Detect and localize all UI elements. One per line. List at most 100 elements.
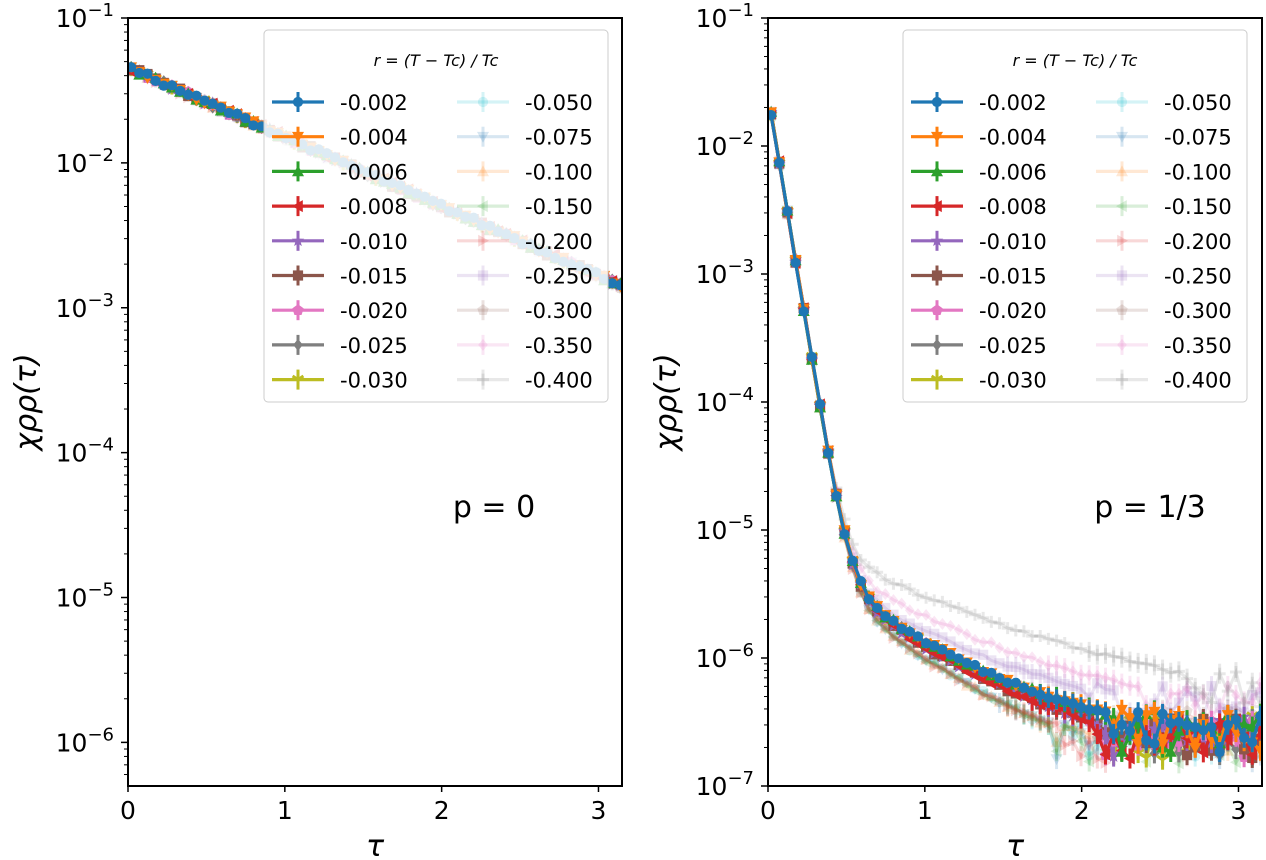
point--0.250-26	[978, 649, 989, 660]
point--0.250-16	[896, 615, 907, 626]
point--0.200-15	[888, 631, 900, 644]
point--0.002-12	[863, 594, 875, 605]
legend-entry--0.008: -0.008	[272, 195, 408, 219]
y-tick-label: 10−3	[56, 290, 114, 323]
point--0.150-20	[928, 656, 940, 669]
legend-marker--0.100	[1116, 165, 1128, 177]
legend-entry--0.250: -0.250	[1096, 265, 1232, 289]
point--0.350-31	[1019, 650, 1029, 663]
point--0.002-13	[872, 602, 883, 614]
point--0.200-37	[1068, 734, 1079, 747]
point--0.350-19	[921, 609, 931, 622]
point--0.150-29	[1001, 697, 1013, 710]
point--0.002-16	[896, 623, 907, 634]
point--0.002-32	[1026, 686, 1038, 697]
point--0.400-36	[1058, 636, 1071, 649]
point--0.350-57	[1231, 689, 1241, 702]
legend-label: -0.025	[340, 334, 408, 358]
point--0.250-32	[1026, 668, 1038, 680]
legend-entry--0.010: -0.010	[911, 230, 1047, 254]
point--0.200-40	[1092, 752, 1104, 765]
point--0.150-13	[871, 614, 882, 627]
point--0.050-32	[1026, 714, 1038, 725]
point--0.002-54	[1206, 721, 1217, 733]
point--0.350-32	[1027, 651, 1037, 664]
point--0.008-53	[1197, 746, 1209, 759]
point--0.350-38	[1076, 668, 1086, 681]
point--0.002-5	[166, 80, 178, 91]
point--0.002-22	[945, 649, 956, 660]
legend-title-left: r = (T − Tc) / Tc	[374, 51, 499, 70]
point--0.400-56	[1221, 685, 1234, 698]
legend-label: -0.030	[340, 369, 408, 393]
point--0.150-30	[1009, 701, 1021, 714]
point--0.002-45	[1133, 707, 1144, 718]
point--0.002-11	[855, 575, 866, 587]
series-line--0.350	[769, 115, 1262, 722]
point--0.008-59	[1246, 748, 1258, 761]
point--0.008-55	[1213, 717, 1225, 730]
point--0.050-33	[1035, 715, 1046, 726]
y-tick-label: 10−1	[56, 0, 114, 33]
panel-left: 0 1 2 3 10−1 10−2 10−3 10−4 10−5 10−6 τ χρρ(τ) p…	[9, 0, 623, 860]
point--0.002-53	[1198, 724, 1209, 736]
x-tick-label: 0	[760, 796, 776, 825]
point--0.002-42	[1108, 728, 1119, 739]
point--0.150-38	[1075, 735, 1086, 748]
point--0.250-48	[1157, 681, 1168, 692]
point--0.050-21	[937, 663, 948, 674]
point--0.150-57	[1229, 756, 1241, 769]
point--0.200-26	[978, 689, 990, 702]
point--0.002-10	[847, 555, 858, 566]
legend-entry--0.400: -0.400	[457, 369, 593, 393]
legend-marker--0.150	[477, 200, 488, 213]
point--0.250-50	[1173, 697, 1184, 708]
point--0.002-15	[888, 615, 899, 626]
point--0.050-24	[961, 677, 972, 689]
point--0.150-27	[985, 693, 997, 706]
point--0.075-27	[985, 692, 998, 704]
point--0.250-54	[1206, 680, 1217, 692]
point--0.250-41	[1100, 684, 1111, 695]
point--0.100-23	[952, 672, 965, 683]
point--0.350-28	[994, 641, 1005, 654]
point--0.200-33	[1035, 713, 1047, 726]
point--0.002-7	[823, 447, 834, 458]
legend-label: -0.004	[979, 126, 1047, 150]
point--0.150-31	[1017, 708, 1029, 721]
point--0.050-20	[929, 658, 940, 669]
legend-label: -0.020	[979, 299, 1047, 323]
legend-entry--0.020: -0.020	[911, 299, 1047, 323]
point--0.050-18	[912, 650, 924, 661]
point--0.025-50	[1174, 746, 1184, 759]
point--0.350-42	[1108, 673, 1119, 686]
legend-entry--0.300: -0.300	[457, 299, 593, 323]
point--0.008-31	[1017, 690, 1029, 703]
point--0.400-41	[1099, 647, 1112, 660]
point--0.250-31	[1018, 664, 1030, 675]
point--0.050-27	[986, 691, 997, 702]
legend-entry--0.075: -0.075	[1096, 126, 1232, 150]
point--0.250-21	[937, 632, 948, 643]
point--0.002-20	[929, 640, 940, 651]
point--0.008-49	[1164, 729, 1176, 742]
point--0.075-18	[911, 650, 924, 662]
legend-label: -0.006	[979, 160, 1047, 184]
point--0.250-38	[1075, 683, 1087, 694]
legend-entry--0.050: -0.050	[457, 91, 593, 115]
point--0.002-30	[1010, 677, 1021, 688]
point--0.050-26	[978, 686, 989, 697]
y-tick-label: 10−4	[696, 384, 754, 417]
point--0.400-55	[1213, 667, 1226, 680]
point--0.002-18	[912, 631, 924, 642]
point--0.250-57	[1230, 701, 1242, 712]
point--0.002-52	[1190, 722, 1201, 733]
point--0.250-25	[969, 648, 981, 659]
legend-label: -0.050	[1164, 91, 1232, 115]
point--0.002-14	[880, 611, 891, 622]
point--0.002-2	[782, 206, 793, 217]
point--0.002-46	[1141, 735, 1152, 746]
point--0.075-31	[1017, 709, 1030, 721]
point--0.200-34	[1043, 716, 1055, 729]
point--0.050-17	[904, 645, 915, 656]
